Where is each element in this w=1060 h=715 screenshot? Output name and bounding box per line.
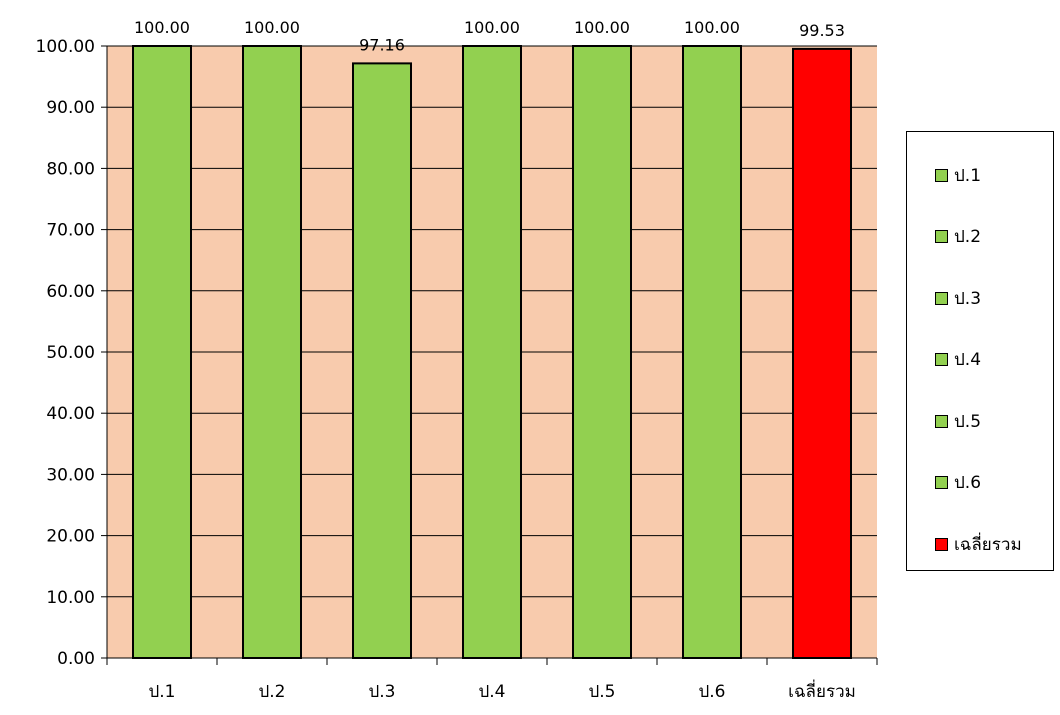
- data-labels: 100.00 100.00 97.16 100.00 100.00 100.00 99.53: [134, 18, 845, 54]
- bar-3: [352, 62, 412, 659]
- legend-label: ป.5: [954, 411, 982, 432]
- legend: ป.1 ป.2 ป.3 ป.4 ป.5 ป.6 เฉลี่ยรวม: [906, 131, 1054, 571]
- y-tick-label: 20.00: [46, 527, 95, 547]
- y-tick-label: 70.00: [46, 221, 95, 241]
- legend-swatch: [935, 476, 948, 489]
- x-tick-label: เฉลี่ยรวม: [788, 679, 856, 702]
- x-tick-labels: ป.1 ป.2 ป.3 ป.4 ป.5 ป.6 เฉลี่ยรวม: [148, 679, 855, 702]
- legend-label: ป.4: [954, 350, 982, 370]
- legend-item: ป.4: [935, 350, 981, 370]
- x-tick-label: ป.6: [698, 682, 725, 702]
- data-label: 100.00: [244, 18, 300, 37]
- bar-7: [792, 47, 852, 659]
- y-tick-label: 40.00: [46, 404, 95, 424]
- axes: [101, 45, 878, 665]
- y-tick-label: 90.00: [46, 98, 95, 118]
- bar-1: [132, 45, 192, 659]
- y-tick-labels: 0.00 10.00 20.00 30.00 40.00 50.00 60.00 70.00 8…: [36, 37, 95, 669]
- data-label: 97.16: [359, 35, 405, 54]
- legend-swatch: [935, 230, 948, 243]
- y-tick-label: 10.00: [46, 588, 95, 608]
- legend-swatch: [935, 353, 948, 366]
- legend-item: ป.6: [935, 473, 981, 493]
- legend-swatch: [935, 168, 948, 182]
- legend-item: ป.2: [935, 227, 981, 247]
- y-tick-label: 60.00: [46, 282, 95, 302]
- data-label: 100.00: [464, 18, 520, 37]
- legend-item: ป.1: [935, 165, 981, 186]
- legend-item: ป.5: [935, 411, 981, 432]
- x-tick-label: ป.5: [588, 682, 615, 702]
- data-label: 100.00: [684, 18, 740, 37]
- bar-4: [462, 45, 522, 659]
- y-tick-label: 100.00: [36, 37, 95, 57]
- bar-2: [242, 45, 302, 659]
- legend-label: ป.3: [954, 288, 982, 309]
- legend-swatch: [935, 414, 948, 428]
- y-tick-label: 50.00: [46, 343, 95, 363]
- legend-label: ป.2: [954, 227, 982, 247]
- y-tick-label: 30.00: [46, 465, 95, 485]
- bar-6: [682, 45, 742, 659]
- legend-swatch: [935, 291, 948, 305]
- legend-item: ป.3: [935, 288, 981, 309]
- legend-label: เฉลี่ยรวม: [954, 534, 1022, 555]
- bar-5: [572, 45, 632, 659]
- legend-swatch: [935, 537, 948, 551]
- x-tick-label: ป.4: [478, 682, 505, 702]
- data-label: 100.00: [574, 18, 630, 37]
- x-tick-label: ป.3: [368, 682, 395, 702]
- data-label: 100.00: [134, 18, 190, 37]
- legend-label: ป.6: [954, 473, 982, 493]
- bars: [132, 45, 852, 659]
- data-label: 99.53: [799, 21, 845, 40]
- legend-label: ป.1: [954, 165, 982, 186]
- x-tick-label: ป.1: [148, 682, 175, 702]
- legend-item: เฉลี่ยรวม: [935, 534, 1022, 555]
- x-tick-label: ป.2: [258, 682, 285, 702]
- y-tick-label: 0.00: [57, 649, 95, 669]
- y-tick-label: 80.00: [46, 159, 95, 179]
